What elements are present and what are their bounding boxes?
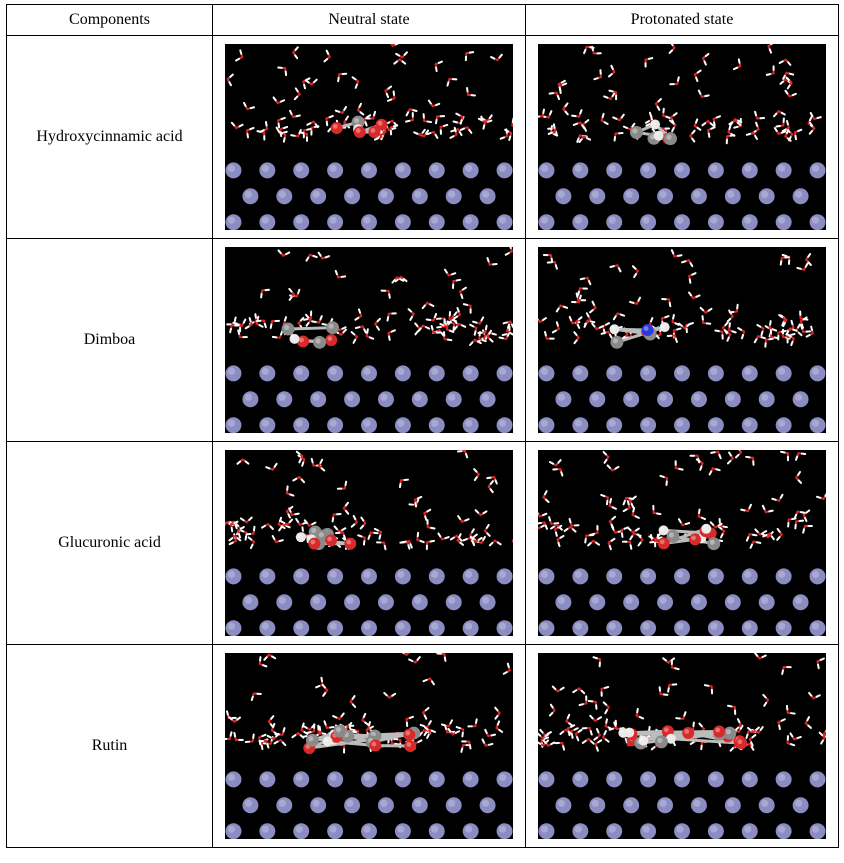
- table-row: Glucuronic acid: [7, 442, 839, 645]
- col-header-neutral: Neutral state: [213, 5, 526, 36]
- simulation-table: Components Neutral state Protonated stat…: [6, 4, 839, 848]
- sim-panel-neutral: [213, 36, 526, 239]
- sim-panel-protonated: [526, 442, 839, 645]
- table-header-row: Components Neutral state Protonated stat…: [7, 5, 839, 36]
- sim-panel-neutral: [213, 645, 526, 848]
- row-label: Glucuronic acid: [7, 442, 213, 645]
- table-row: Hydroxycinnamic acid: [7, 36, 839, 239]
- sim-panel-protonated: [526, 645, 839, 848]
- row-label: Rutin: [7, 645, 213, 848]
- sim-panel-neutral: [213, 442, 526, 645]
- row-label: Dimboa: [7, 239, 213, 442]
- table-row: Rutin: [7, 645, 839, 848]
- col-header-protonated: Protonated state: [526, 5, 839, 36]
- table-row: Dimboa: [7, 239, 839, 442]
- sim-panel-protonated: [526, 36, 839, 239]
- row-label: Hydroxycinnamic acid: [7, 36, 213, 239]
- sim-panel-protonated: [526, 239, 839, 442]
- col-header-components: Components: [7, 5, 213, 36]
- sim-panel-neutral: [213, 239, 526, 442]
